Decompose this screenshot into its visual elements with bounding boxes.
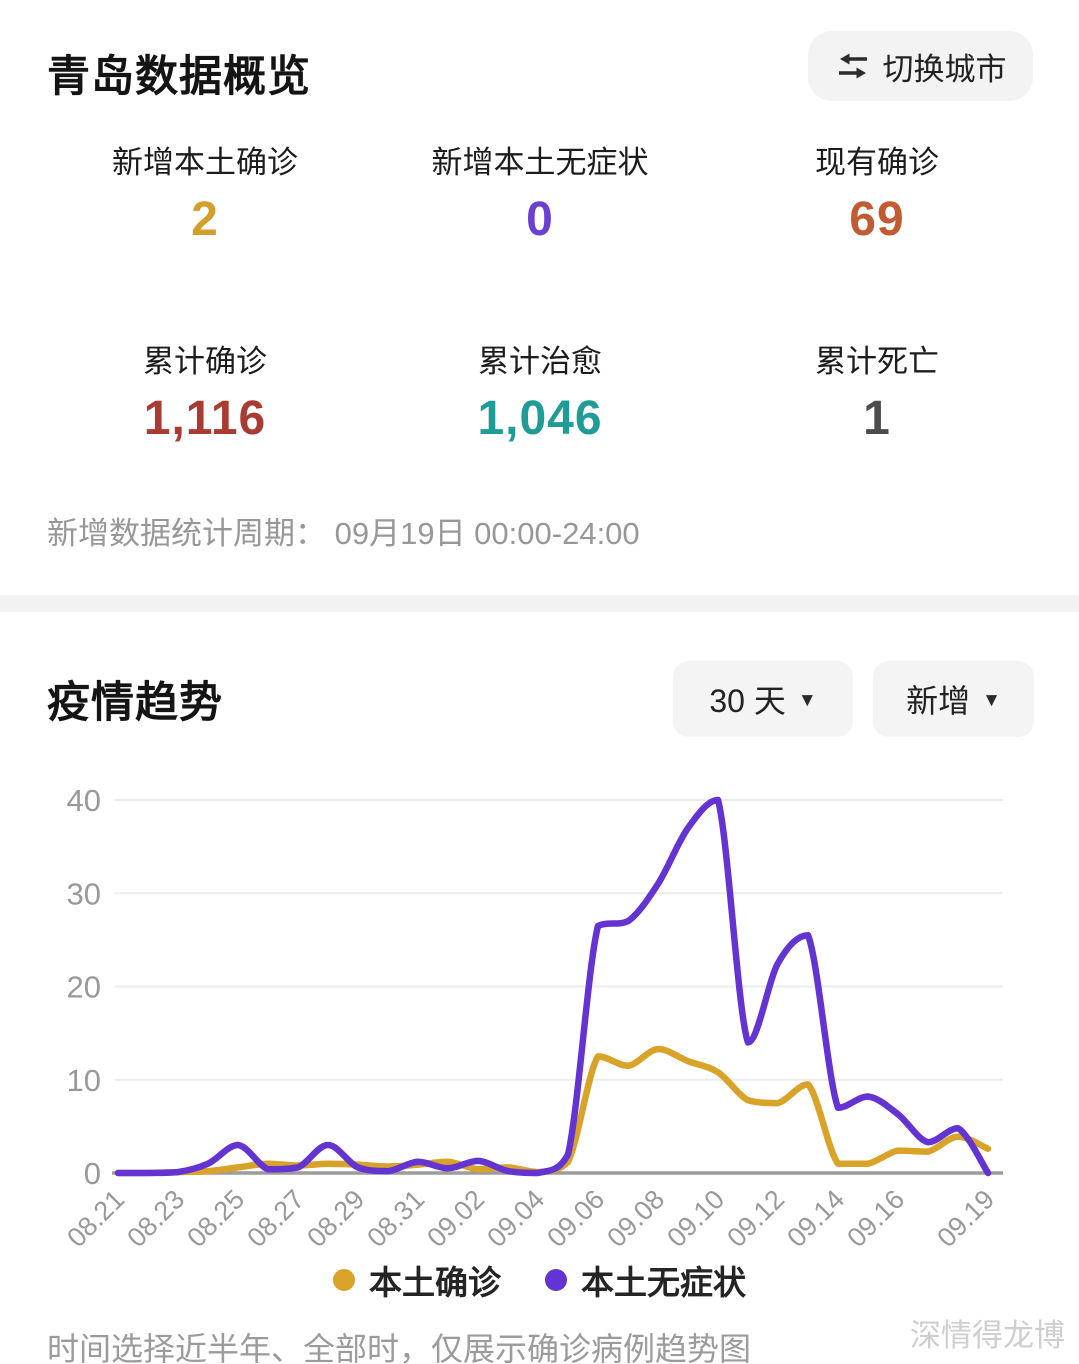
overview-card: 青岛数据概览 切换城市 新增本土确诊 2 新增本土无症状 0 现有确诊 69 累… — [0, 0, 1079, 595]
x-tick-label: 09.14 — [781, 1184, 850, 1253]
legend-item[interactable]: 本土确诊 — [333, 1256, 501, 1304]
x-tick-label: 08.21 — [61, 1184, 130, 1253]
x-tick-label: 09.10 — [661, 1184, 730, 1253]
x-tick-label: 09.12 — [721, 1184, 790, 1253]
stat-label: 累计死亡 — [815, 344, 939, 379]
x-tick-label: 09.08 — [601, 1184, 670, 1253]
switch-city-button[interactable]: 切换城市 — [808, 31, 1033, 101]
stat-new-local-asymptomatic: 新增本土无症状 0 — [370, 137, 710, 247]
legend-label: 本土确诊 — [369, 1264, 501, 1301]
x-tick-label: 09.16 — [841, 1184, 910, 1253]
stat-label: 新增本土无症状 — [431, 145, 649, 180]
x-tick-label: 09.02 — [421, 1184, 490, 1253]
trend-title: 疫情趋势 — [47, 679, 223, 727]
trend-chart: 01020304008.2108.2308.2508.2708.2908.310… — [61, 783, 1003, 1253]
x-tick-label: 08.23 — [121, 1184, 190, 1253]
chevron-down-icon: ▼ — [797, 690, 817, 711]
stat-value: 1,116 — [143, 392, 267, 445]
x-tick-label: 09.06 — [541, 1184, 610, 1253]
stat-label: 现有确诊 — [815, 145, 939, 180]
y-tick-label: 40 — [67, 783, 101, 818]
type-dropdown-value: 新增 — [906, 683, 971, 719]
type-dropdown[interactable]: 新增 ▼ — [873, 661, 1034, 737]
stat-value: 1 — [863, 392, 891, 445]
chart-legend: 本土确诊 本土无症状 — [0, 1256, 1079, 1304]
series-line-本土无症状 — [114, 796, 992, 1177]
y-tick-label: 20 — [67, 970, 101, 1005]
chevron-down-icon: ▼ — [982, 690, 1001, 711]
stat-value: 2 — [191, 193, 219, 246]
y-tick-label: 10 — [67, 1063, 101, 1098]
y-tick-label: 0 — [84, 1156, 101, 1191]
stat-new-local-confirmed: 新增本土确诊 2 — [35, 137, 375, 247]
stat-value: 0 — [526, 193, 554, 246]
trend-card: 疫情趋势 30 天 ▼ 新增 ▼ 0 10 20 30 40 08.21 08.23 08.2… — [0, 612, 1079, 1364]
legend-dot-icon — [545, 1269, 567, 1291]
period-note: 新增数据统计周期： 09月19日 00:00-24:00 — [47, 516, 640, 551]
y-tick-label: 30 — [67, 876, 101, 911]
x-tick-label: 08.31 — [361, 1184, 430, 1253]
stat-total-confirmed: 累计确诊 1,116 — [35, 336, 375, 446]
range-dropdown-value: 30 天 — [709, 683, 786, 719]
stat-value: 1,046 — [477, 392, 603, 445]
stat-label: 新增本土确诊 — [112, 145, 298, 180]
stat-total-cured: 累计治愈 1,046 — [370, 336, 710, 446]
stat-label: 累计治愈 — [478, 344, 602, 379]
page-title: 青岛数据概览 — [47, 53, 311, 101]
section-divider — [0, 595, 1079, 612]
swap-arrows-icon — [838, 53, 867, 79]
x-tick-label: 09.19 — [931, 1184, 1000, 1253]
x-tick-label: 08.25 — [181, 1184, 250, 1253]
x-tick-label: 08.27 — [241, 1184, 310, 1253]
range-dropdown[interactable]: 30 天 ▼ — [673, 661, 853, 737]
legend-item[interactable]: 本土无症状 — [545, 1256, 746, 1304]
stat-current-confirmed: 现有确诊 69 — [707, 137, 1047, 247]
time-range-footnote: 时间选择近半年、全部时，仅展示确诊病例趋势图 — [47, 1331, 752, 1364]
stat-total-deaths: 累计死亡 1 — [707, 336, 1047, 446]
switch-city-label: 切换城市 — [882, 51, 1007, 87]
stat-value: 69 — [849, 193, 905, 246]
watermark: 深情得龙博 — [910, 1318, 1065, 1353]
x-tick-label: 08.29 — [301, 1184, 370, 1253]
legend-label: 本土无症状 — [581, 1264, 746, 1301]
stat-label: 累计确诊 — [143, 344, 267, 379]
legend-dot-icon — [333, 1269, 355, 1291]
x-tick-label: 09.04 — [481, 1184, 550, 1253]
